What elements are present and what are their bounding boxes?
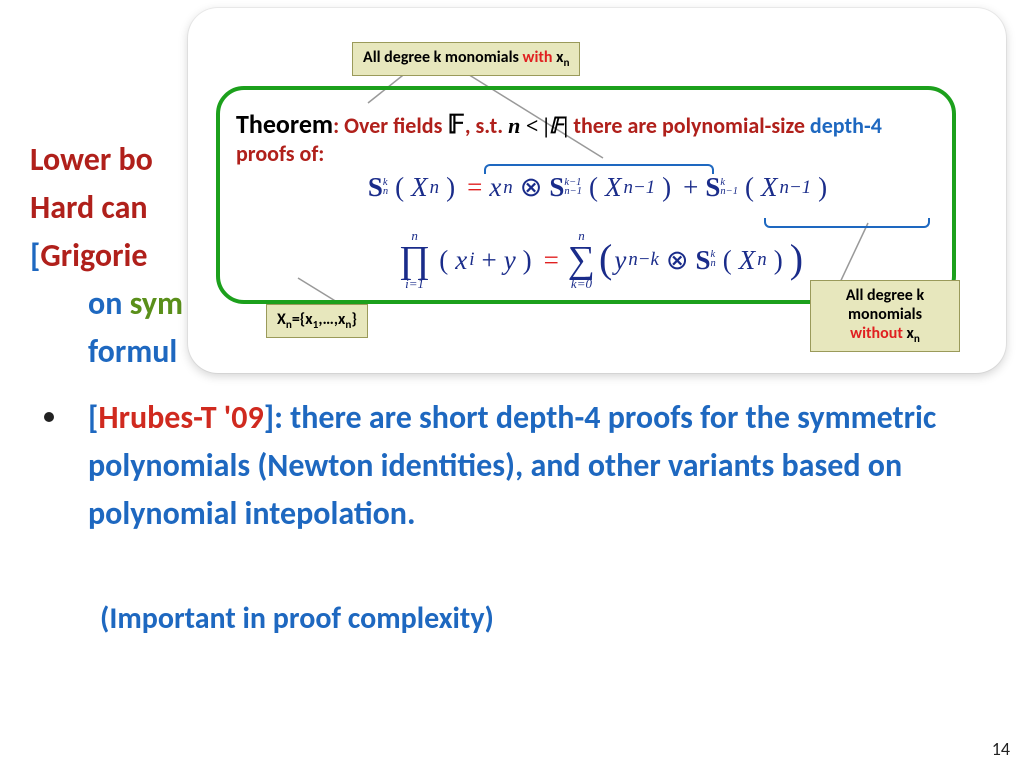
sub: n [757,249,766,271]
bullet-icon [44,412,54,422]
bg-line-1: Lower bo [30,140,153,179]
label-sub: n [563,56,569,70]
t: there are polynomial-size [568,112,810,139]
label-x: x [553,48,564,67]
label-x: x [903,324,914,343]
label-without: without [850,324,903,343]
x: x [455,245,467,276]
rp: ) [769,245,788,276]
eq: = [462,172,487,203]
theorem-text: Theorem: Over fields 𝔽, s.t. n < |𝔽| the… [236,108,936,167]
page-number: 14 [992,738,1010,760]
label-text: All degree k monomials [846,286,924,324]
S: S [696,245,711,276]
lim: i=1 [405,278,424,290]
t: : Over fields [333,112,447,139]
label-top: All degree k monomials with xn [352,42,580,76]
rp: ) [441,172,460,203]
math-equation-1: Skn(Xn) = xn ⊗ Sk−1n−1(Xn−1) + Skn−1(Xn−… [250,172,950,226]
t: proofs of: [236,140,324,167]
citation: Hrubes-T '09 [98,398,263,437]
label-with: with [523,48,553,67]
lp: ( [584,172,603,203]
S: S [368,172,383,203]
word-on: on [88,284,130,323]
otimes: ⊗ [661,245,694,276]
sub: n [383,188,388,197]
sub: n [711,260,716,269]
X: X [739,245,756,276]
author: Grigorie [40,236,147,275]
sub: n−1 [624,177,656,199]
bg-line-3: [Grigorie [30,236,147,275]
lp: ( [718,245,737,276]
sub: n−1 [564,188,582,197]
sum-icon: n∑k=0 [568,230,595,291]
label-xn: Xn={x1,…,xn} [266,304,368,338]
otimes: ⊗ [515,172,548,203]
sub: n [503,177,512,199]
sub: n−1 [720,188,738,197]
label-sub: n [914,332,920,346]
sym: ∑ [568,242,595,278]
lp: ( [434,245,453,276]
bg-line-6: [Hrubes-T '09]: there are short depth-4 … [88,394,974,538]
label-text: All degree k monomials [363,48,523,67]
X: X [761,172,778,203]
sub: n [430,177,439,199]
theorem-lead: Theorem [236,108,333,140]
sup: n−k [628,249,659,271]
rp: ) [813,172,832,203]
t: ={x [292,310,313,329]
rp: ) [657,172,676,203]
bg-line-4: on sym [88,284,183,323]
depth4: depth-4 [810,112,882,139]
rp: ) [518,245,537,276]
math-equation-2: n∏i=1 (xi+y) = n∑k=0 ( yn−k ⊗ Skn(Xn) ) [250,230,950,290]
plus: + [476,245,501,276]
field-F: 𝔽 [447,110,465,139]
bg-line-7: (Important in proof complexity) [100,600,494,637]
slide: Lower bo Hard can [Grigorie on sym formu… [0,0,1024,768]
lp: ( [390,172,409,203]
eq: = [539,245,564,276]
t: X [277,310,286,329]
bg-line-5: formul [88,332,177,371]
t: ,…,x [318,310,345,329]
bracket: [ [30,236,40,275]
t: } [351,310,357,329]
y: y [614,245,626,276]
word-sym: sym [130,284,183,323]
cond: n < |𝔽| [508,113,568,138]
S: S [549,172,564,203]
sub: i [469,249,474,271]
t: , s.t. [465,112,508,139]
sym: ∏ [399,242,430,278]
lp: ( [740,172,759,203]
theorem-card: All degree k monomials with xn All degre… [188,8,1006,373]
X: X [411,172,428,203]
lim: k=0 [571,278,592,290]
bg-line-2: Hard can [30,188,148,227]
S: S [705,172,720,203]
label-bottom-right: All degree k monomials without xn [810,280,960,352]
product-icon: n∏i=1 [399,230,430,291]
y: y [504,245,516,276]
x: x [489,172,501,203]
bracket-open: [ [88,398,98,437]
sub: n−1 [780,177,812,199]
X: X [605,172,622,203]
plus: + [678,172,703,203]
